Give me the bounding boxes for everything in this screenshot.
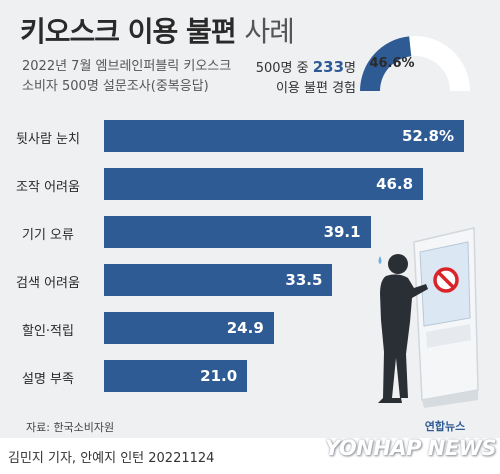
title-suffix: 사례 <box>244 15 295 48</box>
bar <box>104 168 424 200</box>
value-label: 39.1 <box>323 223 361 241</box>
title-main: 키오스크 이용 불편 <box>20 15 237 48</box>
category-label: 뒷사람 눈치 <box>16 132 80 147</box>
value-label: 24.9 <box>226 319 264 337</box>
category-label: 기기 오류 <box>22 228 74 243</box>
watermark: YONHAP NEWS <box>324 436 497 460</box>
half-donut-chart <box>360 36 470 91</box>
yonhap-logo: 연합뉴스 <box>424 420 466 433</box>
subtitle-line-1: 2022년 7월 엠브레인퍼블릭 키오스크 <box>22 59 232 74</box>
kiosk-machine-icon <box>413 227 479 408</box>
category-label: 할인·적립 <box>22 324 74 339</box>
category-label: 검색 어려움 <box>16 276 80 291</box>
survey-description: 2022년 7월 엠브레인퍼블릭 키오스크 소비자 500명 설문조사(중복응답… <box>22 57 252 97</box>
stat-highlight: 233 <box>312 58 345 76</box>
donut-percent-label: 46.6% <box>369 56 415 71</box>
value-label: 46.8 <box>376 175 414 193</box>
bar <box>104 264 333 296</box>
donut-fill-arc <box>360 36 412 91</box>
category-label: 조작 어려움 <box>16 180 80 195</box>
byline: 김민지 기자, 안예지 인턴 20221124 <box>8 451 215 466</box>
stat-prefix: 500명 중 <box>255 61 309 76</box>
source-note: 자료: 한국소비자원 <box>26 421 115 434</box>
value-label: 52.8% <box>401 127 454 145</box>
stat-unit: 명 <box>344 61 356 76</box>
person-silhouette-icon <box>378 254 428 403</box>
bar-chart: 뒷사람 눈치 52.8% 조작 어려움 46.8 기기 오류 39.1 검색 어려움 33.5… <box>16 120 464 392</box>
bar <box>104 216 371 248</box>
bar <box>104 360 248 392</box>
value-label: 33.5 <box>285 271 323 289</box>
chart-panel: 키오스크 이용 불편 사례 2022년 7월 엠브레인퍼블릭 키오스크 소비자 … <box>0 0 500 438</box>
bar <box>104 312 274 344</box>
bar <box>104 120 464 152</box>
kiosk-person-illustration <box>378 227 479 408</box>
stat-line-2: 이용 불편 경험 <box>275 81 356 96</box>
stat-line-1: 500명 중 233명 <box>248 57 356 79</box>
category-label: 설명 부족 <box>22 372 74 387</box>
subtitle-line-2: 소비자 500명 설문조사(중복응답) <box>22 79 209 94</box>
donut-remainder-arc <box>409 36 470 91</box>
page-title: 키오스크 이용 불편 사례 <box>20 10 295 50</box>
respondent-stat: 500명 중 233명 이용 불편 경험 <box>248 57 356 99</box>
value-label: 21.0 <box>200 367 238 385</box>
sweat-drop-icon <box>378 256 382 264</box>
